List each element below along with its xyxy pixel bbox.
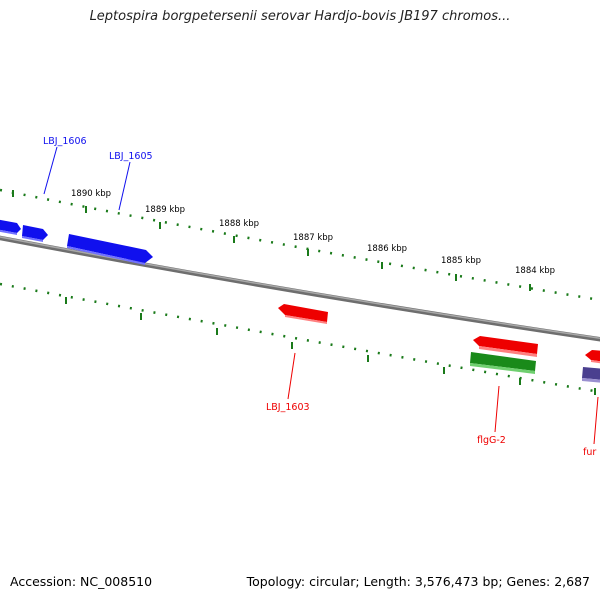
upper-tick-row xyxy=(0,188,600,302)
gene-label-fur[interactable]: fur xyxy=(583,447,596,458)
upper-major-ticks xyxy=(12,190,531,291)
scale-label-1890: 1890 kbp xyxy=(71,189,111,199)
topology-summary: Topology: circular; Length: 3,576,473 bp… xyxy=(246,574,590,589)
gene-label-lbj1603[interactable]: LBJ_1603 xyxy=(266,402,310,413)
gene-label-lbj1605[interactable]: LBJ_1605 xyxy=(109,151,153,162)
scale-label-1887: 1887 kbp xyxy=(293,233,333,243)
gene-fur[interactable] xyxy=(585,350,600,364)
leader-flgg2 xyxy=(494,385,500,433)
gene-flgg2[interactable] xyxy=(473,336,538,357)
gene-lbj1605[interactable] xyxy=(22,225,48,242)
lower-major-ticks xyxy=(65,297,596,395)
gene-other[interactable] xyxy=(582,367,600,383)
leader-lbj1605 xyxy=(118,161,131,211)
gene-lbj1603[interactable] xyxy=(278,304,328,324)
gene-label-flgg2[interactable]: flgG-2 xyxy=(477,435,506,446)
gene-lbj1604[interactable] xyxy=(67,234,153,265)
chromosome-backbone xyxy=(0,235,600,342)
scale-label-1885: 1885 kbp xyxy=(441,256,481,266)
gene-label-lbj1606[interactable]: LBJ_1606 xyxy=(43,136,87,147)
scale-label-1886: 1886 kbp xyxy=(367,244,407,254)
gene-lbj1606[interactable] xyxy=(0,219,21,235)
accession-text: Accession: NC_008510 xyxy=(10,574,153,589)
leader-lbj1603 xyxy=(287,352,296,400)
scale-label-1888: 1888 kbp xyxy=(219,219,259,229)
leader-lbj1606 xyxy=(43,146,58,195)
lower-tick-row xyxy=(0,282,600,394)
gene-rna[interactable] xyxy=(470,352,536,374)
scale-label-1889: 1889 kbp xyxy=(145,205,185,215)
map-title: Leptospira borgpetersenii serovar Hardjo… xyxy=(89,9,511,24)
scale-label-1884: 1884 kbp xyxy=(515,266,555,276)
leader-fur xyxy=(593,396,599,445)
